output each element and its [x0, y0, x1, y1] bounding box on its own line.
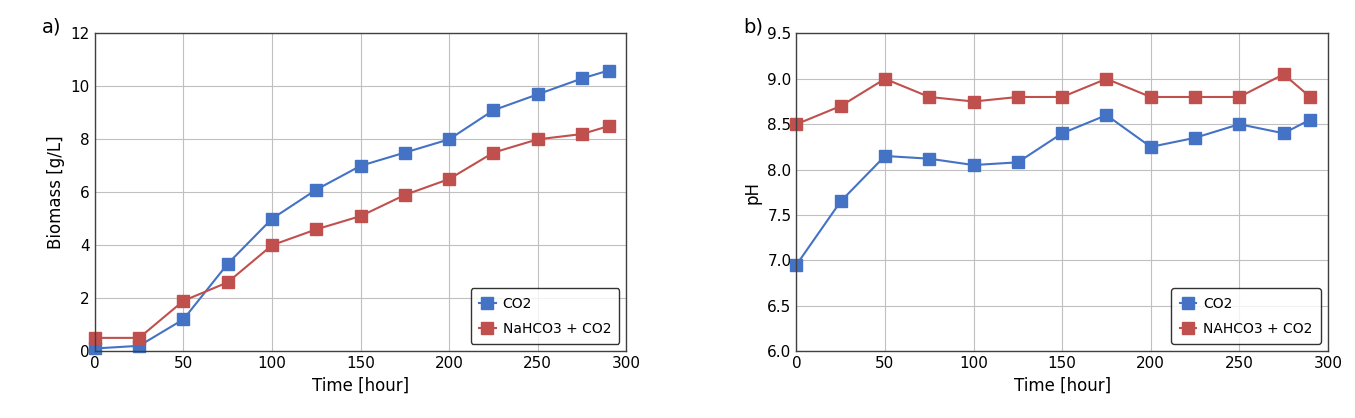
CO2 — [877, 153, 893, 158]
Text: b): b) — [744, 18, 763, 36]
NAHCO3 + CO2 — [1009, 94, 1026, 99]
CO2 — [832, 199, 848, 204]
CO2 — [1187, 135, 1203, 140]
Y-axis label: Biomass [g/L]: Biomass [g/L] — [47, 135, 65, 249]
CO2 — [308, 187, 324, 192]
CO2 — [530, 92, 546, 97]
CO2 — [789, 263, 805, 268]
NaHCO3 + CO2 — [175, 298, 191, 303]
CO2 — [131, 343, 148, 348]
Y-axis label: pH: pH — [744, 181, 762, 204]
NaHCO3 + CO2 — [264, 243, 280, 248]
NAHCO3 + CO2 — [877, 76, 893, 82]
NaHCO3 + CO2 — [530, 137, 546, 142]
CO2 — [1142, 144, 1159, 149]
Legend: CO2, NaHCO3 + CO2: CO2, NaHCO3 + CO2 — [470, 288, 619, 344]
NAHCO3 + CO2 — [1099, 76, 1115, 82]
NaHCO3 + CO2 — [352, 214, 369, 219]
NaHCO3 + CO2 — [397, 192, 413, 197]
NAHCO3 + CO2 — [1232, 94, 1248, 99]
NAHCO3 + CO2 — [832, 104, 848, 109]
CO2 — [921, 156, 938, 161]
CO2 — [220, 261, 236, 266]
NaHCO3 + CO2 — [440, 176, 457, 181]
X-axis label: Time [hour]: Time [hour] — [1014, 377, 1111, 395]
CO2 — [1099, 112, 1115, 117]
Legend: CO2, NAHCO3 + CO2: CO2, NAHCO3 + CO2 — [1171, 288, 1321, 344]
CO2 — [1009, 160, 1026, 165]
CO2 — [440, 137, 457, 142]
NAHCO3 + CO2 — [789, 122, 805, 127]
CO2 — [175, 317, 191, 322]
NaHCO3 + CO2 — [308, 227, 324, 232]
NaHCO3 + CO2 — [131, 335, 148, 340]
CO2 — [1275, 131, 1291, 136]
CO2 — [87, 346, 103, 351]
NAHCO3 + CO2 — [921, 94, 938, 99]
CO2 — [575, 76, 591, 81]
NAHCO3 + CO2 — [1142, 94, 1159, 99]
CO2 — [1302, 117, 1318, 122]
NAHCO3 + CO2 — [1275, 72, 1291, 77]
Line: CO2: CO2 — [88, 64, 615, 355]
CO2 — [397, 150, 413, 155]
CO2 — [600, 68, 617, 73]
Line: NAHCO3 + CO2: NAHCO3 + CO2 — [790, 68, 1317, 130]
Text: a): a) — [42, 18, 61, 36]
X-axis label: Time [hour]: Time [hour] — [312, 377, 409, 395]
Line: CO2: CO2 — [790, 109, 1317, 271]
NaHCO3 + CO2 — [600, 124, 617, 129]
NaHCO3 + CO2 — [485, 150, 501, 155]
NaHCO3 + CO2 — [575, 132, 591, 137]
NaHCO3 + CO2 — [87, 335, 103, 340]
CO2 — [966, 163, 982, 168]
CO2 — [352, 163, 369, 168]
NaHCO3 + CO2 — [220, 280, 236, 285]
CO2 — [1054, 131, 1070, 136]
Line: NaHCO3 + CO2: NaHCO3 + CO2 — [88, 120, 615, 344]
NAHCO3 + CO2 — [1054, 94, 1070, 99]
NAHCO3 + CO2 — [1187, 94, 1203, 99]
NAHCO3 + CO2 — [966, 99, 982, 104]
CO2 — [1232, 122, 1248, 127]
CO2 — [485, 108, 501, 113]
NAHCO3 + CO2 — [1302, 94, 1318, 99]
CO2 — [264, 216, 280, 221]
